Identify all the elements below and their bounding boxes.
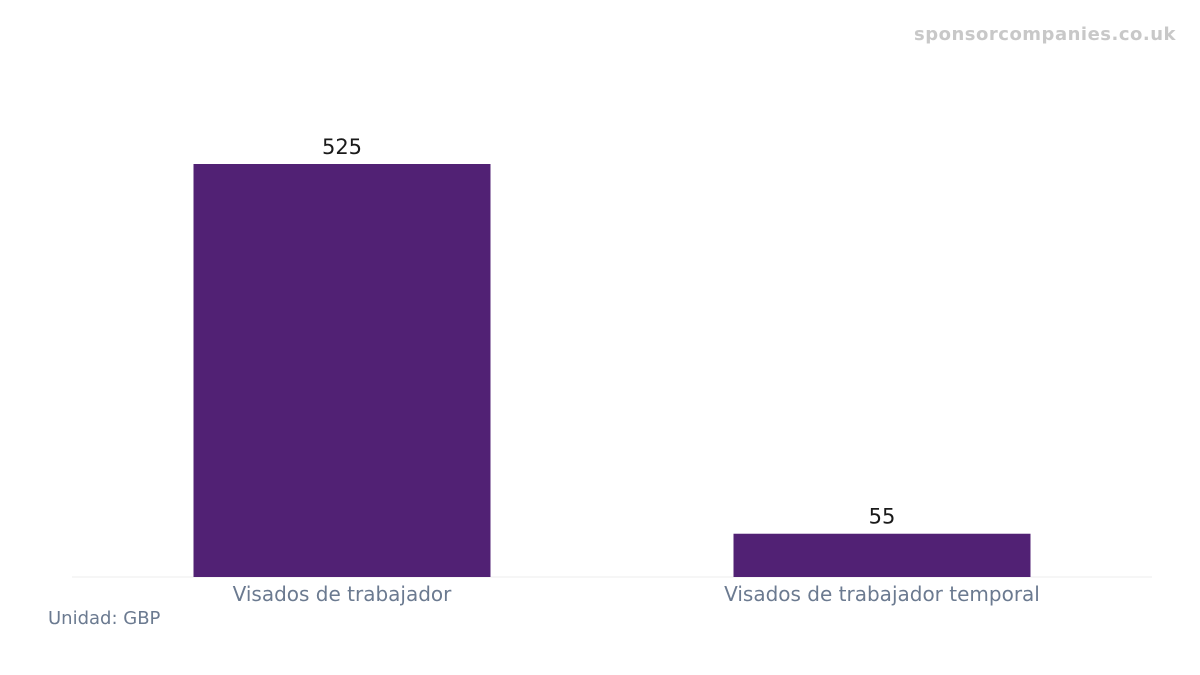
unit-note: Unidad: GBP (48, 608, 161, 629)
x-tick-labels-group: Visados de trabajador Visados de trabajad… (233, 582, 1040, 606)
x-tick-label-0: Visados de trabajador (233, 582, 453, 606)
bar-1 (733, 533, 1031, 577)
value-labels-group: 525 55 (322, 135, 895, 529)
value-label-0: 525 (322, 135, 362, 159)
value-label-1: 55 (869, 505, 896, 529)
bars-group (193, 164, 1031, 577)
bar-0 (193, 164, 491, 577)
watermark: sponsorcompanies.co.uk (914, 24, 1176, 45)
x-tick-label-1: Visados de trabajador temporal (724, 582, 1040, 606)
